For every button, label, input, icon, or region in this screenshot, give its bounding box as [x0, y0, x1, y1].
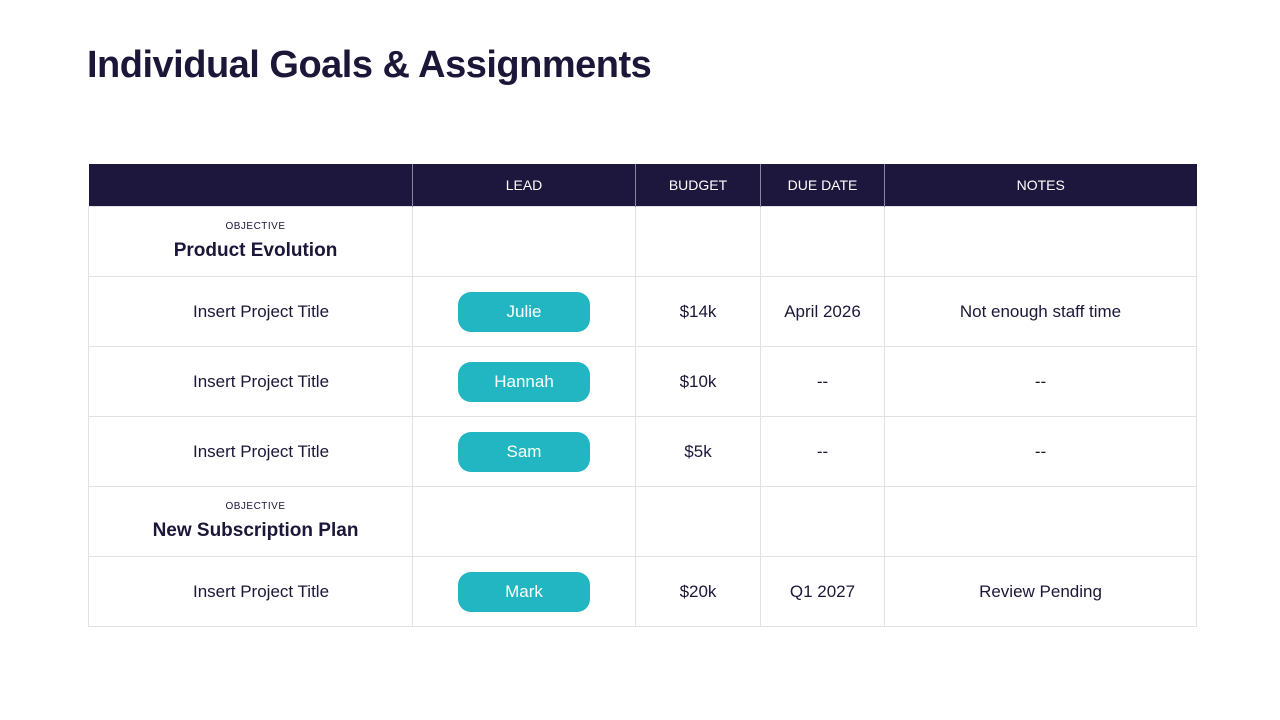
lead-pill: Sam [458, 431, 590, 472]
budget-cell: $14k [635, 276, 761, 347]
project-row: Insert Project Title Mark $20k Q1 2027 Revie… [88, 556, 1197, 627]
notes-cell: -- [884, 416, 1197, 487]
lead-pill: Hannah [458, 361, 590, 402]
notes-cell: -- [884, 346, 1197, 417]
header-cell: LEAD [412, 164, 636, 207]
empty-cell [760, 206, 885, 277]
project-row: Insert Project Title Julie $14k April 2026 N… [88, 276, 1197, 347]
empty-cell [412, 206, 636, 277]
header-cell: DUE DATE [760, 164, 885, 207]
lead-pill: Julie [458, 291, 590, 332]
project-title: Insert Project Title [88, 556, 413, 627]
lead-cell: Julie [412, 276, 636, 347]
budget-cell: $5k [635, 416, 761, 487]
header-cell: BUDGET [635, 164, 761, 207]
table-body: OBJECTIVE Product Evolution Insert Project… [88, 206, 1197, 627]
budget-cell: $10k [635, 346, 761, 417]
due-cell: April 2026 [760, 276, 885, 347]
objective-row: OBJECTIVE New Subscription Plan [88, 486, 1197, 557]
table: LEAD BUDGET DUE DATE NOTES OBJECTIVE Product… [88, 164, 1197, 627]
lead-cell: Mark [412, 556, 636, 627]
budget-cell: $20k [635, 556, 761, 627]
header-cell [88, 164, 413, 207]
header-cell: NOTES [884, 164, 1197, 207]
project-title: Insert Project Title [88, 416, 413, 487]
objective-name: New Subscription Plan [152, 520, 359, 541]
notes-cell: Review Pending [884, 556, 1197, 627]
project-title: Insert Project Title [88, 276, 413, 347]
due-cell: -- [760, 416, 885, 487]
objective-row: OBJECTIVE Product Evolution [88, 206, 1197, 277]
lead-pill: Mark [458, 571, 590, 612]
empty-cell [412, 486, 636, 557]
project-row: Insert Project Title Hannah $10k -- -- [88, 346, 1197, 417]
lead-cell: Sam [412, 416, 636, 487]
project-row: Insert Project Title Sam $5k -- -- [88, 416, 1197, 487]
due-cell: Q1 2027 [760, 556, 885, 627]
due-cell: -- [760, 346, 885, 417]
objective-cell: OBJECTIVE Product Evolution [88, 206, 413, 277]
project-title: Insert Project Title [88, 346, 413, 417]
empty-cell [635, 206, 761, 277]
notes-cell: Not enough staff time [884, 276, 1197, 347]
objective-label: OBJECTIVE [225, 501, 286, 512]
page-title: Individual Goals & Assignments [87, 44, 652, 86]
lead-cell: Hannah [412, 346, 636, 417]
empty-cell [760, 486, 885, 557]
empty-cell [884, 206, 1197, 277]
objective-name: Product Evolution [173, 240, 338, 261]
header-row: LEAD BUDGET DUE DATE NOTES [88, 164, 1197, 207]
objective-cell: OBJECTIVE New Subscription Plan [88, 486, 413, 557]
empty-cell [884, 486, 1197, 557]
empty-cell [635, 486, 761, 557]
objective-label: OBJECTIVE [225, 221, 286, 232]
